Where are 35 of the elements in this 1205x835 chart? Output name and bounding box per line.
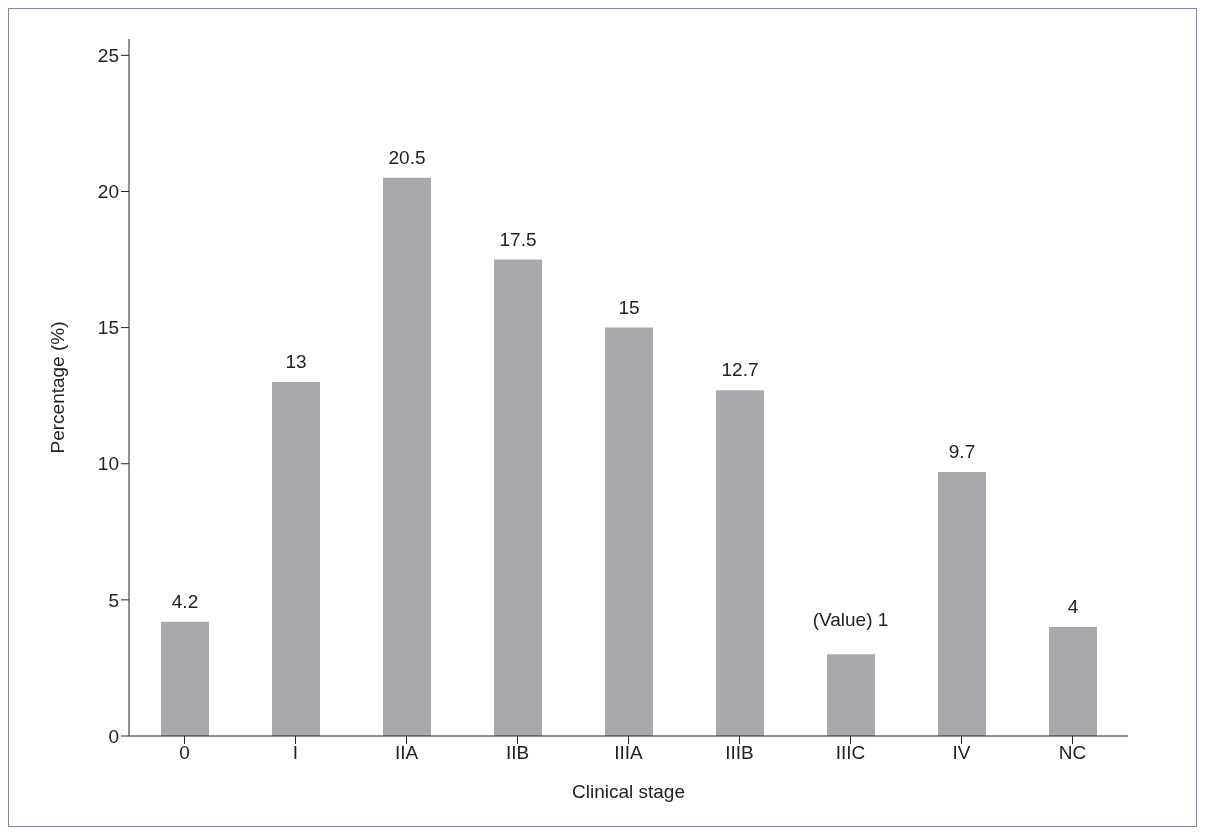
bar <box>605 327 653 736</box>
y-tick-label: 5 <box>108 589 119 611</box>
data-label: 12.7 <box>721 359 759 381</box>
y-axis-title: Percentage (%) <box>46 321 68 454</box>
y-tick-label: 25 <box>97 45 119 67</box>
x-tick-label: 0 <box>179 742 190 764</box>
data-label: 13 <box>285 351 307 373</box>
bar <box>272 382 320 736</box>
bar <box>161 621 209 736</box>
y-tick-label: 15 <box>97 317 119 339</box>
x-tick-label: IIIC <box>835 742 866 764</box>
bar <box>938 471 986 736</box>
annotation: (Value) 1 <box>812 609 889 631</box>
x-tick-label: IV <box>952 742 971 764</box>
x-tick-label: I <box>292 742 299 764</box>
y-tick-label: 20 <box>97 181 119 203</box>
y-tick-label: 10 <box>97 453 119 475</box>
x-tick-label: IIIA <box>614 742 644 764</box>
data-label: 9.7 <box>948 440 976 462</box>
bar <box>1049 627 1097 736</box>
x-tick-label: NC <box>1058 742 1087 764</box>
data-label: 15 <box>618 296 640 318</box>
x-tick-label: IIA <box>394 742 419 764</box>
data-label: 20.5 <box>388 146 426 168</box>
bar <box>716 390 764 736</box>
bar <box>494 259 542 736</box>
bar <box>827 654 875 736</box>
y-tick-label: 0 <box>108 725 119 747</box>
x-tick-label: IIB <box>505 742 530 764</box>
x-tick-label: IIIB <box>725 742 754 764</box>
data-label: 17.5 <box>499 228 537 250</box>
bar <box>383 177 431 736</box>
x-axis-title: Clinical stage <box>572 781 685 802</box>
data-label: 4.2 <box>171 590 199 612</box>
data-label: 4 <box>1067 596 1079 618</box>
